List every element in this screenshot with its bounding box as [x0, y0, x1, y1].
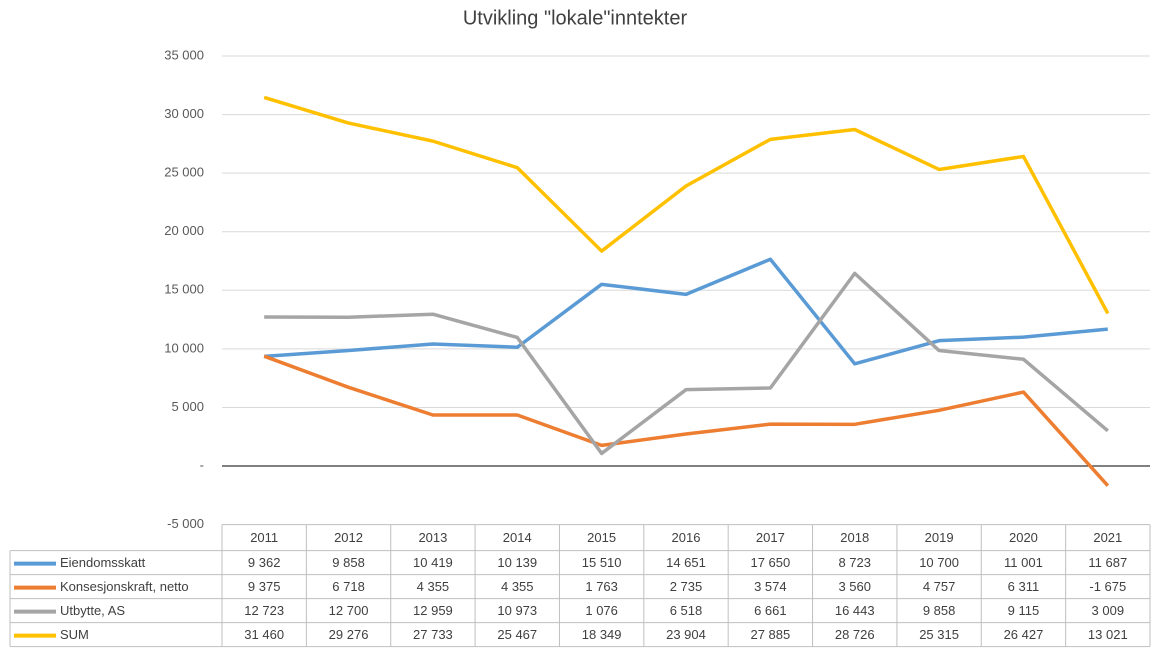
table-value: 27 733: [413, 627, 453, 642]
x-tick-label: 2016: [672, 530, 701, 545]
x-tick-label: 2013: [418, 530, 447, 545]
y-tick-label: -: [200, 457, 204, 472]
x-tick-label: 2015: [587, 530, 616, 545]
table-value: 10 700: [919, 555, 959, 570]
table-value: 18 349: [582, 627, 622, 642]
table-value: 6 518: [670, 603, 703, 618]
table-value: 12 723: [244, 603, 284, 618]
table-value: 1 763: [585, 579, 618, 594]
table-value: 3 009: [1092, 603, 1125, 618]
series-line: [263, 95, 1110, 315]
chart-title: Utvikling "lokale"inntekter: [463, 7, 688, 29]
legend-label: Eiendomsskatt: [60, 555, 146, 570]
table-value: 9 858: [332, 555, 365, 570]
y-tick-label: 15 000: [164, 282, 204, 297]
table-value: 4 757: [923, 579, 956, 594]
table-value: 12 700: [329, 603, 369, 618]
x-tick-label: 2017: [756, 530, 785, 545]
table-value: 6 661: [754, 603, 787, 618]
x-tick-label: 2021: [1093, 530, 1122, 545]
y-tick-label: 5 000: [171, 399, 204, 414]
y-tick-label: 10 000: [164, 340, 204, 355]
table-value: 9 375: [248, 579, 281, 594]
table-value: 26 427: [1004, 627, 1044, 642]
table-value: 2 735: [670, 579, 703, 594]
table-value: 10 973: [497, 603, 537, 618]
legend-label: SUM: [60, 627, 89, 642]
table-value: 11 687: [1088, 555, 1127, 570]
x-tick-label: 2012: [334, 530, 363, 545]
table-value: 9 362: [248, 555, 281, 570]
table-value: 8 723: [838, 555, 871, 570]
table-value: 15 510: [582, 555, 622, 570]
table-value: 29 276: [329, 627, 369, 642]
legend-label: Konsesjonskraft, netto: [60, 579, 189, 594]
y-tick-label: 20 000: [164, 223, 204, 238]
x-tick-label: 2014: [503, 530, 532, 545]
table-value: 14 651: [666, 555, 706, 570]
table-value: 12 959: [413, 603, 453, 618]
table-value: 11 001: [1004, 555, 1043, 570]
x-tick-label: 2020: [1009, 530, 1038, 545]
table-value: 9 858: [923, 603, 956, 618]
table-value: 6 311: [1008, 579, 1040, 594]
table-value: 9 115: [1008, 603, 1040, 618]
table-value: 13 021: [1088, 627, 1128, 642]
y-tick-label: -5 000: [167, 516, 204, 531]
table-value: 28 726: [835, 627, 875, 642]
table-value: 31 460: [244, 627, 284, 642]
table-value: 10 139: [497, 555, 537, 570]
table-value: 6 718: [332, 579, 365, 594]
table-value: 3 560: [838, 579, 871, 594]
series-line: [264, 271, 1109, 456]
x-tick-label: 2018: [840, 530, 869, 545]
x-tick-label: 2019: [925, 530, 954, 545]
y-tick-label: 35 000: [164, 47, 204, 62]
y-tick-label: 25 000: [164, 165, 204, 180]
x-tick-label: 2011: [250, 530, 278, 545]
table-value: 25 467: [497, 627, 537, 642]
table-value: 3 574: [754, 579, 787, 594]
table-value: -1 675: [1089, 579, 1126, 594]
table-value: 10 419: [413, 555, 453, 570]
table-value: 16 443: [835, 603, 875, 618]
series-line: [263, 354, 1110, 487]
table-value: 4 355: [501, 579, 534, 594]
table-value: 17 650: [750, 555, 790, 570]
series-line: [264, 257, 1108, 366]
y-tick-label: 30 000: [164, 106, 204, 121]
legend-label: Utbytte, AS: [60, 603, 125, 618]
table-value: 4 355: [417, 579, 450, 594]
table-value: 23 904: [666, 627, 706, 642]
table-value: 25 315: [919, 627, 959, 642]
table-value: 27 885: [750, 627, 790, 642]
table-value: 1 076: [585, 603, 618, 618]
